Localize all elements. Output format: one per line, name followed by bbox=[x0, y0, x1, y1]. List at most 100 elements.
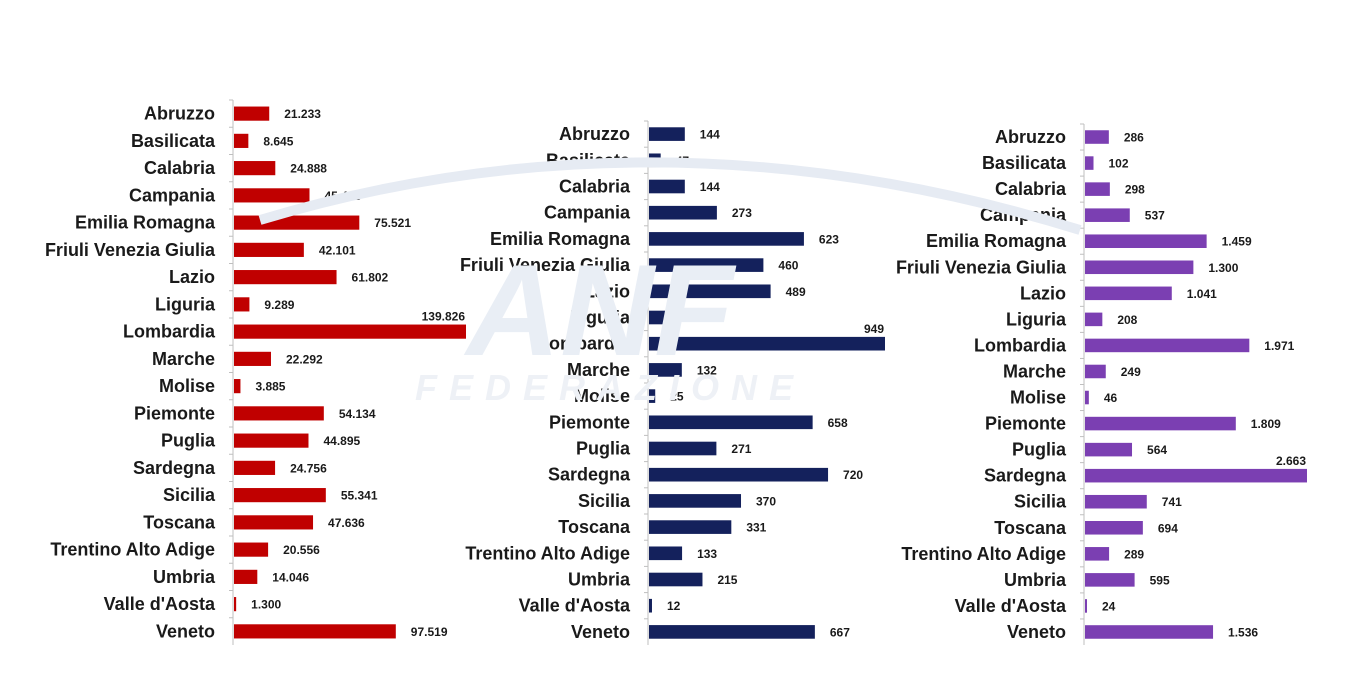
category-label: Basilicata bbox=[546, 150, 631, 170]
category-label: Sicilia bbox=[163, 485, 216, 505]
category-label: Piemonte bbox=[985, 414, 1066, 434]
bar bbox=[1085, 416, 1236, 431]
category-label: Veneto bbox=[156, 621, 215, 641]
category-label: Valle d'Aosta bbox=[104, 594, 216, 614]
category-label: Calabria bbox=[559, 177, 631, 197]
data-label: 1.459 bbox=[1222, 235, 1252, 249]
data-label: 249 bbox=[1121, 365, 1141, 379]
category-label: Emilia Romagna bbox=[926, 231, 1067, 251]
category-label: Campania bbox=[544, 203, 631, 223]
category-label: Lombardia bbox=[123, 322, 216, 342]
category-label: Lazio bbox=[1020, 283, 1066, 303]
category-label: Basilicata bbox=[982, 153, 1067, 173]
bar bbox=[649, 179, 685, 194]
bar bbox=[649, 127, 685, 141]
category-label: Piemonte bbox=[549, 412, 630, 432]
category-label: Puglia bbox=[161, 431, 216, 451]
data-label: 20.556 bbox=[283, 543, 320, 557]
category-label: Sardegna bbox=[548, 465, 631, 485]
category-label: Toscana bbox=[143, 512, 216, 532]
category-label: Umbria bbox=[568, 570, 631, 590]
category-label: Campania bbox=[129, 185, 216, 205]
data-label: 45.496 bbox=[324, 189, 361, 203]
bar bbox=[649, 494, 742, 508]
bar bbox=[234, 297, 250, 312]
bar bbox=[649, 258, 764, 272]
bar bbox=[1085, 442, 1133, 457]
bar bbox=[1085, 130, 1109, 144]
bar bbox=[649, 153, 661, 168]
category-label: Veneto bbox=[1007, 622, 1066, 642]
data-label: 54.134 bbox=[339, 407, 376, 421]
data-label: 489 bbox=[786, 285, 806, 299]
category-label: Trentino Alto Adige bbox=[465, 543, 630, 563]
data-label: 949 bbox=[864, 322, 884, 336]
category-label: Emilia Romagna bbox=[75, 213, 216, 233]
bar bbox=[1085, 573, 1135, 587]
data-label: 720 bbox=[843, 468, 863, 482]
data-label: 55.341 bbox=[341, 489, 378, 503]
category-label: Sardegna bbox=[133, 458, 216, 478]
category-label: Liguria bbox=[570, 308, 631, 328]
category-label: Friuli Venezia Giulia bbox=[460, 255, 631, 275]
bar bbox=[1085, 156, 1094, 170]
bar bbox=[234, 406, 324, 421]
bar bbox=[649, 467, 829, 482]
category-label: Toscana bbox=[994, 518, 1067, 538]
category-label: Friuli Venezia Giulia bbox=[896, 257, 1067, 277]
bar bbox=[649, 363, 682, 377]
category-label: Piemonte bbox=[134, 403, 215, 423]
data-label: 741 bbox=[1162, 495, 1182, 509]
category-label: Abruzzo bbox=[559, 124, 630, 144]
chart-2: Abruzzo 144 Basilicata 47 Calabria 144 Campani… bbox=[460, 120, 885, 645]
data-label: 22.292 bbox=[286, 352, 323, 366]
bar bbox=[649, 389, 656, 403]
bar bbox=[649, 415, 813, 430]
data-label: 144 bbox=[700, 128, 720, 142]
bar bbox=[234, 379, 241, 394]
category-label: Toscana bbox=[558, 517, 631, 537]
category-label: Calabria bbox=[144, 158, 216, 178]
data-label: 44.895 bbox=[323, 434, 360, 448]
data-label: 75.521 bbox=[374, 216, 411, 230]
bar bbox=[234, 242, 304, 257]
bar bbox=[1085, 364, 1106, 379]
bar bbox=[649, 232, 804, 246]
data-label: 370 bbox=[756, 494, 776, 508]
data-label: 208 bbox=[1117, 313, 1137, 327]
data-label: 47.636 bbox=[328, 516, 365, 530]
data-label: 88 bbox=[686, 311, 700, 325]
bar bbox=[649, 546, 683, 561]
category-label: Sicilia bbox=[578, 491, 631, 511]
category-label: Abruzzo bbox=[995, 127, 1066, 147]
data-label: 537 bbox=[1145, 209, 1165, 223]
category-label: Calabria bbox=[995, 179, 1067, 199]
category-label: Campania bbox=[980, 205, 1067, 225]
data-label: 9.289 bbox=[264, 298, 294, 312]
category-label: Valle d'Aosta bbox=[519, 596, 631, 616]
category-label: Trentino Alto Adige bbox=[50, 540, 215, 560]
data-label: 1.809 bbox=[1251, 417, 1281, 431]
bar bbox=[1085, 260, 1194, 275]
data-label: 24 bbox=[1102, 599, 1116, 613]
data-label: 46 bbox=[1104, 391, 1118, 405]
data-label: 289 bbox=[1124, 547, 1144, 561]
bar bbox=[234, 133, 249, 148]
bar bbox=[649, 310, 671, 325]
bar bbox=[1085, 390, 1089, 405]
bar bbox=[234, 569, 258, 584]
data-label: 42.101 bbox=[319, 243, 356, 257]
data-label: 460 bbox=[778, 259, 798, 273]
data-label: 139.826 bbox=[422, 310, 466, 324]
bar bbox=[649, 572, 703, 587]
data-label: 97.519 bbox=[411, 625, 448, 639]
bar bbox=[1085, 547, 1110, 561]
bar bbox=[234, 460, 276, 475]
data-label: 3.885 bbox=[255, 380, 285, 394]
data-label: 286 bbox=[1124, 131, 1144, 145]
bar bbox=[234, 515, 314, 530]
data-label: 564 bbox=[1147, 443, 1167, 457]
bar bbox=[649, 441, 717, 456]
